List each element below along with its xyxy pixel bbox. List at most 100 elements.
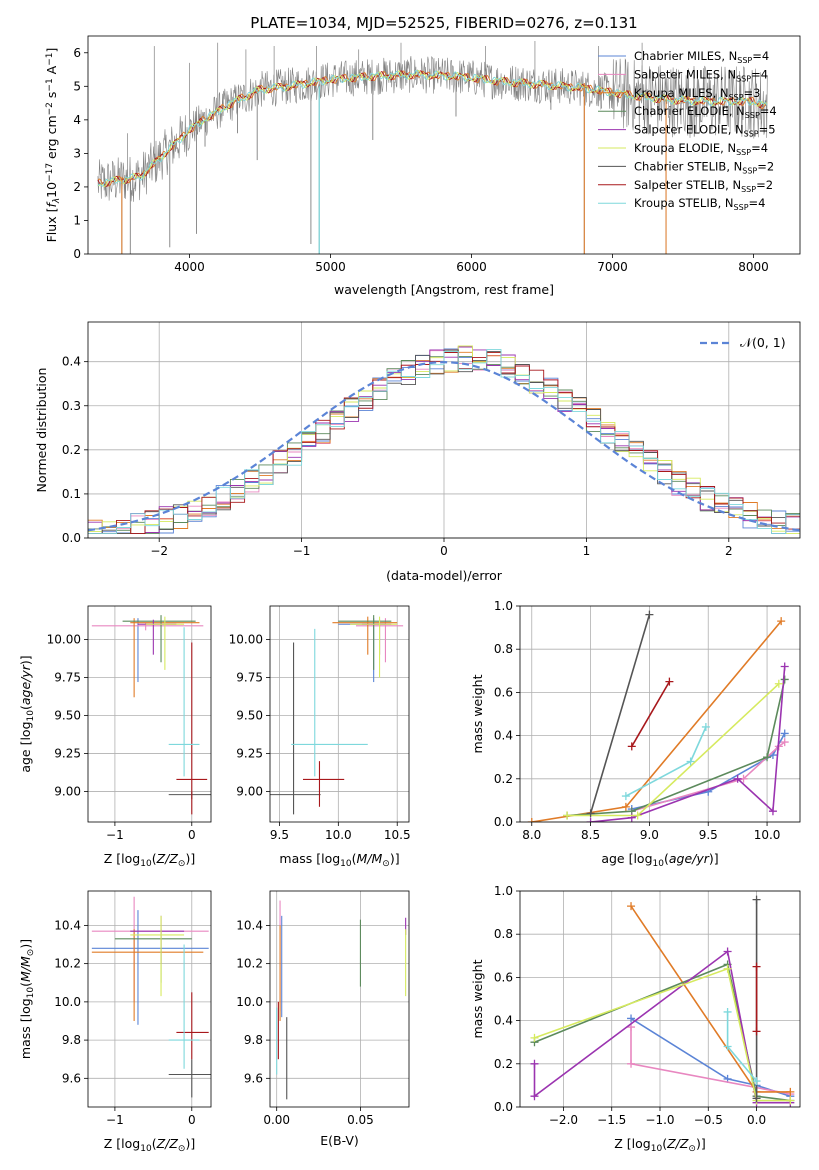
- legend: Chabrier MILES, NSSP=4 Salpeter MILES, NS…: [598, 49, 777, 212]
- x-tick-label: 8000: [738, 260, 769, 274]
- legend-entry: Salpeter ELODIE, NSSP=5: [634, 123, 776, 139]
- y-tick-label: 1.0: [494, 599, 513, 613]
- y-tick-label: 1.0: [494, 884, 513, 898]
- legend-entry: 𝒩(0, 1): [740, 335, 786, 350]
- axis-label: mass [log10(M/M⊙)]: [18, 939, 36, 1059]
- axes-frame: [269, 605, 410, 823]
- y-axis-label: Normed distribution: [34, 368, 49, 493]
- y-tick-label: 10.4: [54, 918, 81, 932]
- y-tick-label: 10.2: [236, 957, 263, 971]
- residual-histogram: [88, 349, 800, 535]
- legend-entry: Chabrier MILES, NSSP=4: [634, 49, 769, 65]
- spectrum-panel: 4000 5000 6000 7000 8000 0 1 2 3 4 5 6 PLATE=1034, M…: [44, 14, 801, 297]
- x-tick-label: −2: [150, 544, 168, 558]
- y-tick-label: 10.0: [236, 995, 263, 1009]
- weight-line: [531, 620, 782, 822]
- legend-entry: Kroupa ELODIE, NSSP=4: [634, 141, 768, 157]
- weight-marker: [701, 722, 710, 731]
- axis-label: mass [log10(M/M⊙)]: [279, 851, 399, 869]
- weight-line: [631, 741, 786, 812]
- y-tick-label: 4: [73, 113, 81, 127]
- axis-label: Flux [fλ10−17 erg cm−2 s−1 A−1]: [44, 48, 62, 243]
- weight-marker: [621, 792, 630, 801]
- y-tick-label: 0.2: [494, 1057, 513, 1071]
- y-tick-label: 9.25: [54, 747, 81, 761]
- weight-marker: [723, 947, 732, 956]
- x-axis-label: E(B-V): [320, 1133, 359, 1148]
- x-tick-label: 6000: [456, 260, 487, 274]
- weight-line: [567, 679, 786, 817]
- x-tick-label: −1: [293, 544, 311, 558]
- weight-marker: [752, 895, 761, 904]
- weight-marker: [786, 1087, 795, 1096]
- weight-marker: [723, 1042, 732, 1051]
- mass-vs-metallicity-panel: −1 0 9.6 9.8 10.0 10.2 10.4 Z [log10(Z/Z⊙)] mass…: [18, 890, 212, 1154]
- plot-area: [530, 895, 795, 1107]
- weight-line: [631, 681, 671, 747]
- y-tick-label: 9.25: [236, 747, 263, 761]
- weight-marker: [686, 757, 695, 766]
- y-tick-label: 9.00: [54, 785, 81, 799]
- x-tick-label: 8.5: [581, 828, 600, 842]
- x-tick-label: −1: [106, 828, 124, 842]
- weight-marker: [780, 729, 789, 738]
- weight-marker: [563, 811, 572, 820]
- y-tick-label: 0.8: [494, 642, 513, 656]
- age-vs-mass-panel: 9.5 10.0 10.5 9.00 9.25 9.50 9.75 10.00 mass [lo…: [229, 605, 411, 869]
- x-tick-label: −1: [106, 1113, 124, 1127]
- weight-marker: [645, 610, 654, 619]
- y-tick-label: 0.6: [494, 685, 513, 699]
- y-tick-label: 9.50: [236, 709, 263, 723]
- weight-marker: [530, 1059, 539, 1068]
- weight-marker: [752, 1027, 761, 1036]
- axis-label: Z [log10(Z/Z⊙)]: [614, 1136, 705, 1154]
- y-tick-label: 9.6: [62, 1071, 81, 1085]
- y-tick-label: 0.0: [62, 531, 81, 545]
- weight-marker: [780, 738, 789, 747]
- x-tick-label: 0.05: [347, 1113, 374, 1127]
- y-tick-label: 0.4: [494, 729, 513, 743]
- x-tick-label: 0: [188, 1113, 196, 1127]
- weight-marker: [733, 774, 742, 783]
- x-tick-label: 9.5: [699, 828, 718, 842]
- y-tick-label: 10.00: [229, 632, 263, 646]
- weight-marker: [627, 742, 636, 751]
- x-axis-label: (data-model)/error: [386, 568, 503, 583]
- y-tick-label: 9.00: [236, 785, 263, 799]
- legend-entry: Salpeter STELIB, NSSP=2: [634, 178, 773, 194]
- y-axis-label: mass weight: [470, 959, 485, 1038]
- y-tick-label: 1: [73, 213, 81, 227]
- y-tick-label: 0.0: [494, 815, 513, 829]
- y-tick-label: 9.8: [62, 1033, 81, 1047]
- x-tick-label: 1: [583, 544, 591, 558]
- weight-marker: [530, 1092, 539, 1101]
- weight-line: [590, 666, 786, 822]
- axes-frame: [269, 890, 410, 1108]
- mass-weight-vs-age-panel: 8.0 8.5 9.0 9.5 10.0 0.0 0.2 0.4 0.6 0.8 1.0 age [l…: [470, 599, 801, 869]
- weight-marker: [777, 617, 786, 626]
- x-axis-label: wavelength [Angstrom, rest frame]: [334, 282, 554, 297]
- weight-marker: [586, 818, 595, 822]
- weight-marker: [627, 902, 636, 911]
- plot-area: [88, 345, 800, 535]
- weight-marker: [665, 677, 674, 686]
- y-tick-label: 9.6: [244, 1071, 263, 1085]
- model-spectrum: [97, 69, 768, 187]
- x-tick-label: 7000: [597, 260, 628, 274]
- x-tick-label: −0.5: [694, 1113, 723, 1127]
- x-tick-label: 9.0: [640, 828, 659, 842]
- weight-marker: [530, 1033, 539, 1042]
- weight-marker: [752, 1077, 761, 1086]
- x-tick-label: 0: [440, 544, 448, 558]
- x-tick-label: 10.0: [325, 828, 352, 842]
- plot-area: [91, 896, 211, 1098]
- chart-title: PLATE=1034, MJD=52525, FIBERID=0276, z=0…: [250, 14, 637, 32]
- weight-marker: [723, 1007, 732, 1016]
- plot-area: [97, 41, 768, 254]
- y-tick-label: 10.2: [54, 957, 81, 971]
- y-tick-label: 9.75: [236, 670, 263, 684]
- residuals-panel: −2 −1 0 1 2 0.0 0.1 0.2 0.3 0.4 (data-model)/error…: [34, 321, 801, 583]
- y-tick-label: 0.4: [494, 1014, 513, 1028]
- y-tick-label: 2: [73, 180, 81, 194]
